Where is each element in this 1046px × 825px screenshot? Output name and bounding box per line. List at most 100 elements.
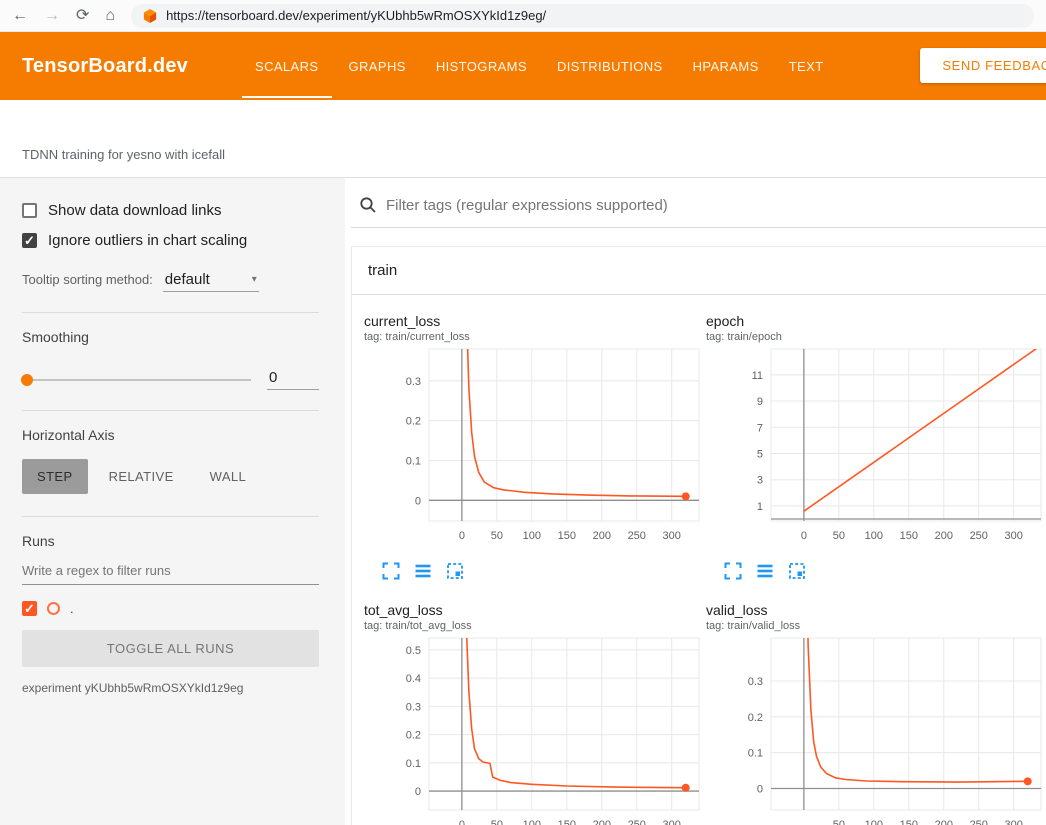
scalar-chart-valid-loss: valid_loss tag: train/valid_loss 5010015… (706, 596, 1046, 825)
svg-text:50: 50 (491, 530, 503, 542)
svg-text:100: 100 (865, 530, 883, 542)
chart-tag: tag: train/tot_avg_loss (364, 620, 706, 632)
svg-text:0: 0 (757, 784, 763, 796)
smoothing-slider[interactable] (22, 379, 251, 381)
chart-tag: tag: train/valid_loss (706, 620, 1046, 632)
content: Show data download links ✓ Ignore outlie… (0, 178, 1046, 825)
home-icon[interactable]: ⌂ (105, 8, 115, 24)
tab-distributions[interactable]: DISTRIBUTIONS (542, 32, 678, 100)
line-chart[interactable]: 5010015020025030000.10.20.3 (706, 632, 1046, 825)
tag-group-card: train current_loss tag: train/current_lo… (351, 246, 1046, 825)
page: ← → ⟳ ⌂ https://tensorboard.dev/experime… (0, 0, 1046, 825)
svg-text:0.3: 0.3 (748, 676, 763, 688)
tooltip-sorting-row: Tooltip sorting method: default ▾ (22, 271, 319, 292)
ignore-outliers-row: ✓ Ignore outliers in chart scaling (22, 232, 319, 249)
tag-group-title[interactable]: train (352, 247, 1046, 295)
smoothing-label: Smoothing (22, 329, 319, 345)
tab-hparams[interactable]: HPARAMS (678, 32, 774, 100)
svg-text:0: 0 (459, 819, 465, 825)
reload-icon[interactable]: ⟳ (76, 8, 89, 24)
tooltip-sorting-dropdown[interactable]: default ▾ (163, 271, 259, 292)
address-bar[interactable]: https://tensorboard.dev/experiment/yKUbh… (131, 4, 1034, 28)
svg-text:0: 0 (801, 530, 807, 542)
svg-text:50: 50 (833, 530, 845, 542)
line-chart[interactable]: 05010015020025030000.10.20.3 (364, 343, 706, 560)
url-text[interactable]: https://tensorboard.dev/experiment/yKUbh… (166, 8, 546, 23)
browser-toolbar: ← → ⟳ ⌂ https://tensorboard.dev/experime… (0, 0, 1046, 32)
chart-title: current_loss (364, 313, 706, 329)
tooltip-sorting-value: default (165, 271, 210, 288)
tab-graphs[interactable]: GRAPHS (334, 32, 421, 100)
scalar-chart-epoch: epoch tag: train/epoch 05010015020025030… (706, 307, 1046, 582)
horizontal-axis-label: Horizontal Axis (22, 427, 319, 443)
expand-chart-icon[interactable] (724, 562, 742, 582)
data-table-icon[interactable] (756, 562, 774, 582)
fit-domain-icon[interactable] (788, 562, 806, 582)
svg-text:300: 300 (1005, 530, 1023, 542)
check-icon: ✓ (24, 233, 35, 249)
run-row: ✓ . (22, 601, 319, 616)
main-panel: train current_loss tag: train/current_lo… (345, 178, 1046, 825)
chevron-down-icon: ▾ (252, 274, 257, 285)
experiment-title: TDNN training for yesno with icefall (22, 147, 225, 162)
back-icon[interactable]: ← (12, 8, 28, 24)
ignore-outliers-label: Ignore outliers in chart scaling (48, 232, 247, 249)
run-checkbox[interactable]: ✓ (22, 601, 37, 616)
svg-text:0.2: 0.2 (406, 730, 421, 742)
svg-text:200: 200 (593, 819, 611, 825)
line-chart[interactable]: 0501001502002503001357911 (706, 343, 1046, 560)
svg-text:200: 200 (935, 530, 953, 542)
divider (22, 516, 319, 517)
chart-title: epoch (706, 313, 1046, 329)
svg-text:200: 200 (935, 819, 953, 825)
chart-title: valid_loss (706, 602, 1046, 618)
show-download-label: Show data download links (48, 202, 221, 219)
divider (22, 410, 319, 411)
svg-text:11: 11 (752, 370, 763, 382)
slider-thumb[interactable] (21, 374, 33, 386)
settings-sidebar: Show data download links ✓ Ignore outlie… (0, 178, 345, 825)
chart-tag: tag: train/epoch (706, 331, 1046, 343)
data-table-icon[interactable] (414, 562, 432, 582)
chart-tag: tag: train/current_loss (364, 331, 706, 343)
app-logo[interactable]: TensorBoard.dev (22, 55, 188, 78)
filter-tags-input[interactable] (386, 197, 906, 214)
svg-text:5: 5 (757, 448, 763, 460)
axis-wall-button[interactable]: WALL (195, 459, 262, 494)
runs-regex-input[interactable] (22, 553, 319, 585)
tab-text[interactable]: TEXT (774, 32, 839, 100)
svg-text:250: 250 (628, 530, 646, 542)
svg-text:150: 150 (558, 819, 576, 825)
show-download-checkbox[interactable] (22, 203, 37, 218)
svg-text:100: 100 (865, 819, 883, 825)
run-name: . (70, 601, 74, 616)
svg-text:0.2: 0.2 (406, 416, 421, 428)
forward-icon[interactable]: → (44, 8, 60, 24)
svg-text:300: 300 (663, 819, 681, 825)
svg-text:100: 100 (523, 530, 541, 542)
svg-text:0: 0 (415, 786, 421, 798)
send-feedback-button[interactable]: SEND FEEDBACK (920, 48, 1046, 83)
axis-step-button[interactable]: STEP (22, 459, 88, 494)
show-download-row: Show data download links (22, 202, 319, 219)
svg-text:0.2: 0.2 (748, 712, 763, 724)
nav-tabs: SCALARS GRAPHS HISTOGRAMS DISTRIBUTIONS … (240, 32, 839, 100)
smoothing-value-input[interactable] (267, 369, 319, 390)
run-color-swatch[interactable] (47, 602, 60, 615)
charts-grid: current_loss tag: train/current_loss 050… (352, 295, 1046, 825)
fit-domain-icon[interactable] (446, 562, 464, 582)
search-icon (359, 196, 377, 214)
expand-chart-icon[interactable] (382, 562, 400, 582)
ignore-outliers-checkbox[interactable]: ✓ (22, 233, 37, 248)
scalar-chart-tot-avg-loss: tot_avg_loss tag: train/tot_avg_loss 050… (364, 596, 706, 825)
tab-scalars[interactable]: SCALARS (240, 32, 334, 100)
svg-text:0.1: 0.1 (748, 748, 763, 760)
svg-text:50: 50 (491, 819, 503, 825)
toggle-all-runs-button[interactable]: TOGGLE ALL RUNS (22, 630, 319, 667)
experiment-id-label: experiment yKUbhb5wRmOSXYkId1z9eg (22, 681, 319, 695)
svg-text:0: 0 (415, 495, 421, 507)
tab-histograms[interactable]: HISTOGRAMS (421, 32, 542, 100)
tensorboard-favicon-icon (143, 9, 157, 23)
line-chart[interactable]: 05010015020025030000.10.20.30.40.5 (364, 632, 706, 825)
axis-relative-button[interactable]: RELATIVE (94, 459, 189, 494)
